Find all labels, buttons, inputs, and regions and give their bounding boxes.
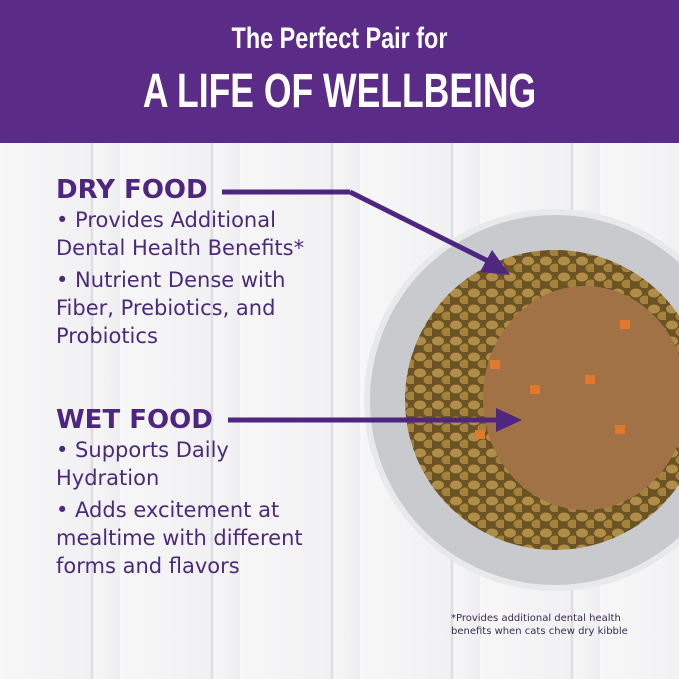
wet-food-section: WET FOOD • Supports Daily Hydration • Ad… [56,406,306,580]
wet-food [483,286,679,510]
footnote: *Provides additional dental health benef… [451,613,628,637]
header-title: A LIFE OF WELLBEING [142,65,537,118]
wet-bullet: • Adds excitement at mealtime with diffe… [56,498,303,578]
dry-food-title: DRY FOOD [56,175,208,205]
dry-food-section: DRY FOOD • Provides Additional Dental He… [56,176,346,350]
dry-bullet: • Provides Additional Dental Health Bene… [56,208,305,260]
header-banner: The Perfect Pair for A LIFE OF WELLBEING [0,0,679,143]
header-subtitle: The Perfect Pair for [231,22,448,55]
wet-bullet: • Supports Daily Hydration [56,438,229,490]
dry-bullet: • Nutrient Dense with Fiber, Prebiotics,… [56,268,286,348]
wet-food-title: WET FOOD [56,405,213,435]
dry-food-arrow [222,189,510,275]
wet-food-arrow [228,408,522,432]
